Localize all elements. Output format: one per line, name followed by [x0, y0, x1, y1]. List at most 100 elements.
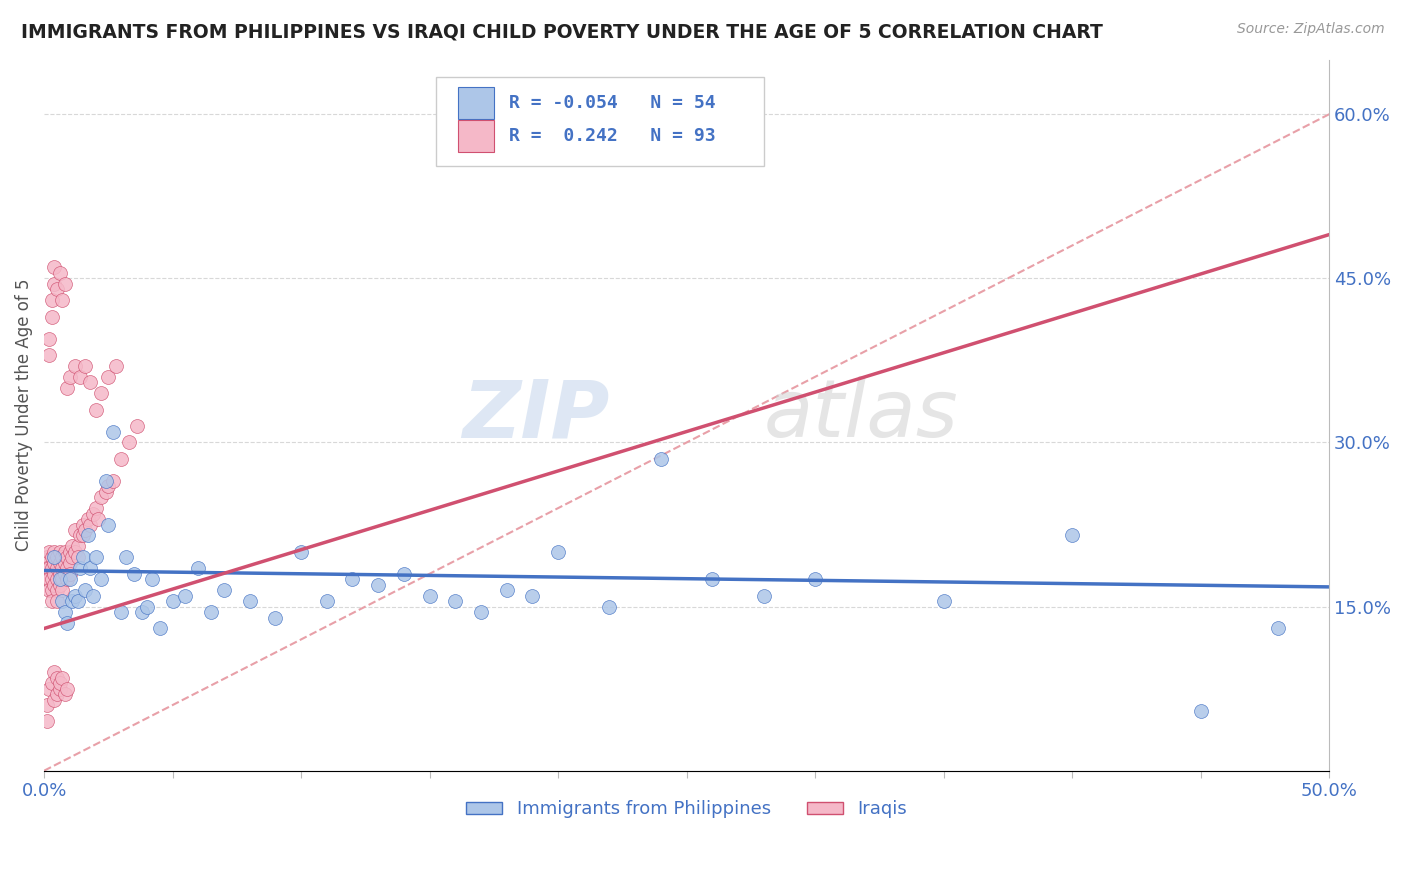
Point [41, 293, 63, 308]
Point [48, 566, 70, 581]
FancyBboxPatch shape [436, 78, 763, 166]
Bar [458, 120, 494, 152]
Point [35, 572, 58, 586]
Point [56, 561, 79, 575]
Point [290, 545, 312, 559]
Point [51, 561, 73, 575]
Point [162, 594, 184, 608]
Point [547, 545, 569, 559]
Point [41, 550, 63, 565]
Point [72, 550, 94, 565]
Point [44, 260, 66, 275]
Point [97, 369, 120, 384]
Point [174, 589, 197, 603]
Point [38, 348, 60, 362]
Point [46, 671, 69, 685]
Point [46, 282, 69, 296]
Point [103, 474, 125, 488]
Point [1060, 528, 1083, 542]
Point [44, 578, 66, 592]
Point [75, 523, 97, 537]
Point [53, 687, 76, 701]
Point [522, 589, 544, 603]
Point [46, 550, 69, 565]
Point [46, 561, 69, 575]
Point [59, 369, 82, 384]
Point [367, 578, 389, 592]
Point [239, 594, 262, 608]
Point [35, 561, 58, 575]
Point [131, 605, 153, 619]
Point [79, 561, 101, 575]
Point [60, 540, 83, 554]
Point [41, 594, 63, 608]
Point [79, 376, 101, 390]
Text: ZIP: ZIP [463, 376, 609, 454]
Point [752, 589, 775, 603]
Point [46, 687, 69, 701]
Y-axis label: Child Poverty Under the Age of 5: Child Poverty Under the Age of 5 [15, 279, 32, 551]
Point [69, 369, 91, 384]
Text: R = -0.054   N = 54: R = -0.054 N = 54 [509, 94, 716, 112]
Point [1189, 704, 1212, 718]
Point [84, 402, 107, 417]
Point [63, 359, 86, 373]
Point [60, 594, 83, 608]
Point [59, 556, 82, 570]
Point [264, 610, 287, 624]
Point [82, 507, 104, 521]
Point [598, 599, 620, 614]
Point [650, 451, 672, 466]
Point [51, 594, 73, 608]
Point [48, 676, 70, 690]
Point [110, 605, 132, 619]
Point [87, 512, 110, 526]
Point [56, 572, 79, 586]
Legend: Immigrants from Philippines, Iraqis: Immigrants from Philippines, Iraqis [458, 793, 914, 826]
Point [200, 605, 222, 619]
Point [72, 528, 94, 542]
Point [141, 572, 163, 586]
Point [46, 572, 69, 586]
Point [75, 583, 97, 598]
Point [53, 277, 76, 291]
Point [702, 572, 724, 586]
Point [59, 572, 82, 586]
Point [41, 310, 63, 324]
Point [72, 517, 94, 532]
Point [90, 490, 112, 504]
Point [84, 501, 107, 516]
Point [44, 550, 66, 565]
Point [444, 594, 467, 608]
Point [35, 550, 58, 565]
Point [69, 528, 91, 542]
Point [69, 561, 91, 575]
Point [46, 594, 69, 608]
Point [38, 545, 60, 559]
Point [315, 594, 337, 608]
Point [44, 665, 66, 680]
Point [56, 550, 79, 565]
Point [932, 594, 955, 608]
Point [125, 419, 148, 434]
Point [63, 523, 86, 537]
Point [103, 425, 125, 439]
Point [75, 359, 97, 373]
Point [53, 605, 76, 619]
Point [63, 589, 86, 603]
Point [53, 566, 76, 581]
Point [56, 381, 79, 395]
Point [56, 615, 79, 630]
Text: R =  0.242   N = 93: R = 0.242 N = 93 [509, 127, 716, 145]
Point [495, 583, 517, 598]
Point [79, 517, 101, 532]
Point [44, 692, 66, 706]
Point [342, 572, 364, 586]
Point [97, 479, 120, 493]
Point [90, 386, 112, 401]
Point [60, 550, 83, 565]
Point [44, 277, 66, 291]
Point [66, 550, 89, 565]
Point [94, 484, 117, 499]
Point [44, 556, 66, 570]
